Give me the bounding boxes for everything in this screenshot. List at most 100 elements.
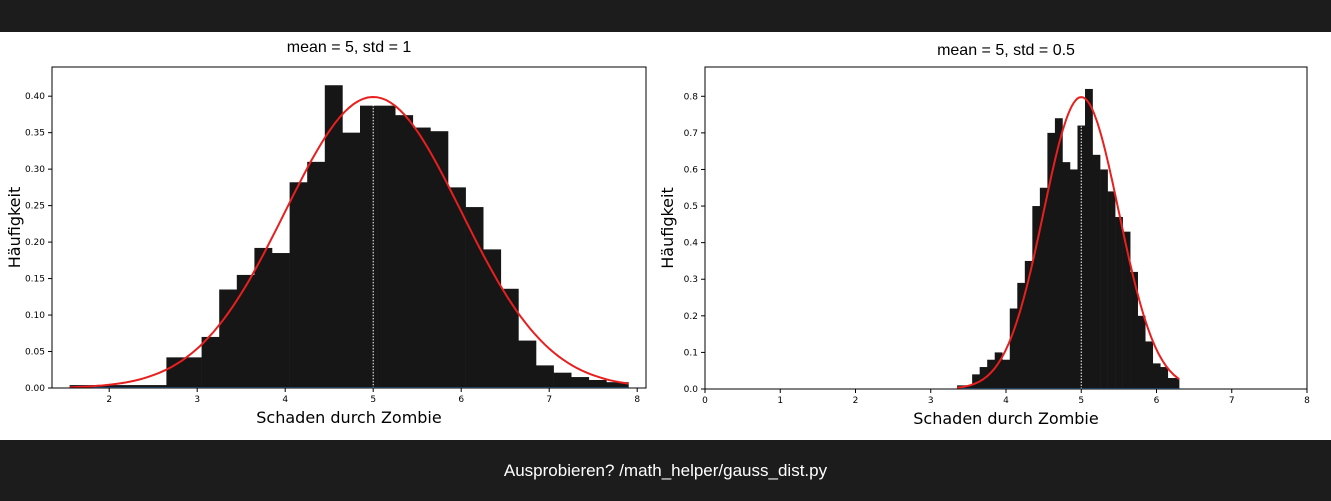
histogram-bar (1130, 271, 1138, 389)
y-axis-label: Häufigkeit (658, 187, 677, 268)
y-tick-label: 0.15 (25, 275, 45, 285)
histogram-bar (412, 127, 431, 388)
y-tick-label: 0.8 (684, 92, 699, 102)
histogram-bar (324, 85, 343, 388)
x-tick-label: 2 (853, 396, 859, 406)
histogram-bar (1017, 282, 1026, 389)
histogram-bar (342, 132, 361, 388)
x-axis-label: Schaden durch Zombie (913, 409, 1098, 428)
plot-frame (51, 66, 647, 389)
histogram-bar (1137, 315, 1146, 389)
histogram-bar (201, 336, 220, 388)
histogram-bar (122, 385, 141, 388)
x-axis-label: Schaden durch Zombie (256, 408, 441, 427)
y-tick-label: 0.25 (25, 202, 45, 212)
histogram-bar (395, 115, 414, 389)
histogram-bar (588, 379, 607, 388)
histogram-bar (1002, 359, 1011, 389)
chart-2: 0 1 2 3 4 5 6 7 8 0.0 0.1 0.2 0.3 0.4 0.5 0.6 0.7 0.8 mean… (658, 42, 1310, 428)
histogram-bar (500, 288, 519, 388)
histogram-bar (553, 372, 572, 388)
x-tick-label: 6 (1154, 396, 1160, 406)
histogram-bar (360, 105, 378, 389)
histogram-bar (1032, 206, 1041, 389)
histogram-bar (483, 249, 502, 388)
x-tick-label: 5 (1078, 396, 1084, 406)
histogram-bar (465, 207, 484, 388)
histogram-bar (1009, 308, 1018, 389)
histogram-bar (1024, 260, 1033, 389)
x-tick-label: 4 (1003, 396, 1009, 406)
histogram-bar (104, 385, 123, 388)
y-tick-label: 0.5 (684, 202, 698, 212)
histogram-bar (254, 247, 273, 388)
footer-bar: Ausprobieren? /math_helper/gauss_dist.py (0, 440, 1331, 501)
histogram-bar (1167, 378, 1180, 389)
histogram-bar (1145, 341, 1154, 389)
x-tick-label: 2 (106, 395, 112, 405)
histogram-bar (448, 187, 466, 388)
x-tick-label: 3 (928, 396, 934, 406)
y-tick-label: 0.00 (25, 384, 45, 394)
histogram-bar (430, 131, 449, 388)
figure-canvas: 2 3 4 5 6 7 80.000.050.100.150.200.250.300.350… (5, 39, 1310, 428)
histogram-bar (1092, 154, 1101, 389)
histogram-bar (1039, 187, 1048, 389)
chart-title: mean = 5, std = 0.5 (937, 42, 1075, 59)
histogram-bar (1115, 217, 1123, 389)
x-tick-label: 5 (370, 395, 376, 405)
y-tick-label: 0.1 (684, 348, 698, 358)
y-tick-label: 0.0 (684, 385, 699, 395)
histogram-bar (536, 365, 554, 388)
histogram-bar (571, 377, 590, 388)
x-tick-label: 8 (1304, 396, 1310, 406)
histogram-bar (1122, 231, 1131, 389)
y-tick-label: 0.4 (684, 239, 699, 249)
x-tick-label: 6 (458, 395, 464, 405)
x-tick-label: 0 (702, 396, 708, 406)
y-tick-label: 0.30 (25, 165, 45, 175)
x-tick-label: 7 (1229, 396, 1235, 406)
histogram-bar (1054, 118, 1063, 390)
x-tick-label: 7 (546, 395, 552, 405)
histogram-bar (219, 289, 238, 388)
histogram-bar (987, 359, 996, 389)
histogram-bar (1047, 132, 1056, 389)
histogram-bar (972, 374, 980, 389)
x-tick-label: 8 (634, 395, 640, 405)
y-tick-label: 0.35 (25, 129, 45, 139)
histogram-bar (994, 352, 1003, 389)
histogram-bar (289, 182, 308, 388)
y-tick-label: 0.10 (25, 311, 45, 321)
y-axis-label: Häufigkeit (5, 187, 24, 268)
histogram-bar (1069, 169, 1078, 389)
histogram-bar (236, 274, 255, 388)
y-tick-label: 0.20 (25, 238, 45, 248)
normal-fit-curve (69, 95, 629, 389)
histogram-bar (307, 161, 326, 388)
x-tick-label: 3 (194, 395, 200, 405)
histogram-bar (606, 382, 629, 388)
histogram-bar (140, 385, 158, 388)
chart-1: 2 3 4 5 6 7 8 0.00 0.05 0.10 0.15 0.20 0.25 0.30 0.35 0… (5, 39, 647, 427)
y-tick-label: 0.3 (684, 275, 698, 285)
histogram-bar (1107, 191, 1116, 389)
histogram-bar (166, 357, 185, 388)
top-bar (0, 0, 1331, 32)
x-tick-label: 1 (777, 396, 783, 406)
histogram-bar (184, 357, 202, 388)
histogram-bar (1160, 367, 1169, 389)
histogram-bar (964, 385, 973, 389)
x-tick-label: 4 (282, 395, 288, 405)
histogram-bar (1152, 363, 1161, 389)
histogram-bar (272, 253, 290, 388)
footer-text: Ausprobieren? /math_helper/gauss_dist.py (503, 460, 828, 480)
normal-fit-curve (956, 96, 1180, 389)
histogram-bar (1085, 88, 1093, 390)
histogram-bar (1062, 162, 1071, 389)
histogram-bar (1077, 125, 1086, 389)
y-tick-label: 0.40 (25, 92, 45, 102)
histogram-bar (157, 385, 167, 388)
histogram-bar (377, 105, 396, 389)
figure-area: 2 3 4 5 6 7 8 0.00 0.05 0.10 0.15 0.20 0.25 0.30 0.35 0… (0, 32, 1331, 440)
